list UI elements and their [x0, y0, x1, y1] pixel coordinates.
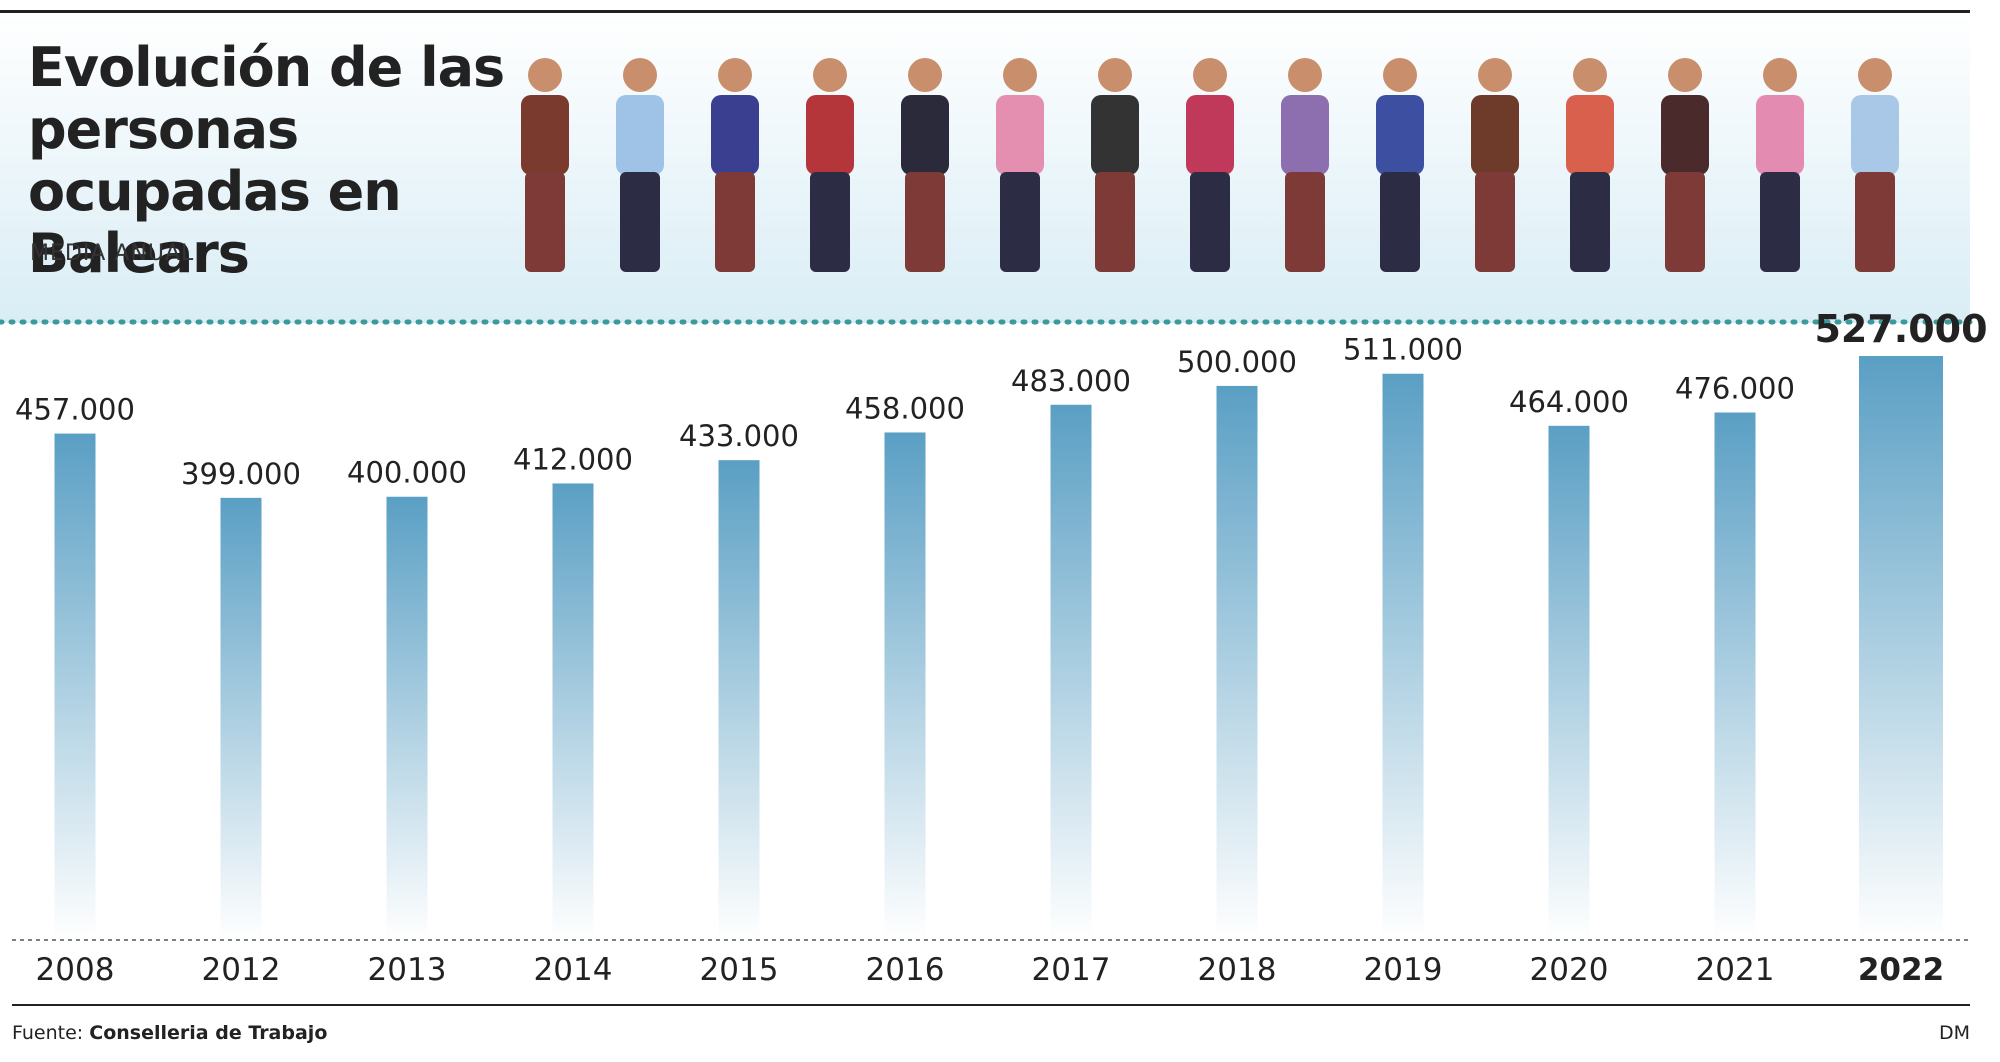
person-legs	[1760, 172, 1800, 272]
person-head	[623, 58, 657, 92]
value-label: 400.000	[347, 456, 467, 490]
person-body	[711, 95, 759, 175]
bar	[386, 496, 428, 940]
person-legs	[620, 172, 660, 272]
x-tick-label: 2014	[534, 952, 613, 988]
x-tick-label: 2017	[1032, 952, 1111, 988]
credit: DM	[1938, 1022, 1970, 1044]
x-tick-label: 2020	[1530, 952, 1609, 988]
person-head	[1098, 58, 1132, 92]
value-label: 511.000	[1343, 333, 1463, 367]
person-head	[1478, 58, 1512, 92]
person-body	[1091, 95, 1139, 175]
x-tick-label: 2021	[1696, 952, 1775, 988]
value-label: 433.000	[679, 419, 799, 453]
person-legs	[1000, 172, 1040, 272]
value-label: 458.000	[845, 391, 965, 425]
person-body	[901, 95, 949, 175]
people-illustration	[521, 58, 1899, 272]
person-body	[1661, 95, 1709, 175]
person-head	[813, 58, 847, 92]
person-head	[1668, 58, 1702, 92]
person-head	[528, 58, 562, 92]
person-body	[1851, 95, 1899, 175]
bar	[1714, 412, 1756, 941]
source-name: Conselleria de Trabajo	[89, 1022, 328, 1044]
x-tick-label: 2012	[202, 952, 281, 988]
value-label: 476.000	[1675, 372, 1795, 406]
person-legs	[810, 172, 850, 272]
chart-title: Evolución de las personas ocupadas en Ba…	[28, 36, 505, 285]
bar	[1382, 373, 1424, 940]
person-head	[1003, 58, 1037, 92]
bar	[1050, 404, 1092, 940]
person-head	[1858, 58, 1892, 92]
value-label: 527.000	[1814, 307, 1987, 351]
value-label: 483.000	[1011, 364, 1131, 398]
value-label: 399.000	[181, 457, 301, 491]
person-head	[1193, 58, 1227, 92]
person-head	[908, 58, 942, 92]
source: Fuente: Conselleria de Trabajo	[12, 1022, 327, 1044]
person-legs	[1190, 172, 1230, 272]
person-legs	[1475, 172, 1515, 272]
person-body	[1281, 95, 1329, 175]
person-legs	[1855, 172, 1895, 272]
person-legs	[905, 172, 945, 272]
person-head	[718, 58, 752, 92]
person-legs	[1095, 172, 1135, 272]
value-label: 464.000	[1509, 385, 1629, 419]
person-body	[806, 95, 854, 175]
value-label: 500.000	[1177, 345, 1297, 379]
person-body	[521, 95, 569, 175]
bar	[220, 497, 262, 940]
bar	[1548, 425, 1590, 940]
value-label: 457.000	[15, 393, 135, 427]
person-legs	[1380, 172, 1420, 272]
header: Evolución de las personas ocupadas en Ba…	[0, 10, 1970, 323]
chart-subtitle: MEDIA ANUAL	[30, 241, 195, 266]
bar	[54, 433, 96, 940]
person-head	[1763, 58, 1797, 92]
person-head	[1573, 58, 1607, 92]
x-tick-label: 2016	[866, 952, 945, 988]
x-tick-label: 2022	[1858, 952, 1944, 988]
x-tick-label: 2019	[1364, 952, 1443, 988]
bar	[1216, 385, 1258, 941]
person-legs	[1665, 172, 1705, 272]
bar	[884, 432, 926, 940]
source-label: Fuente:	[12, 1022, 84, 1044]
person-body	[996, 95, 1044, 175]
x-tick-label: 2018	[1198, 952, 1277, 988]
x-tick-label: 2008	[36, 952, 115, 988]
person-legs	[525, 172, 565, 272]
person-body	[1756, 95, 1804, 175]
person-legs	[715, 172, 755, 272]
person-body	[616, 95, 664, 175]
person-body	[1471, 95, 1519, 175]
person-head	[1383, 58, 1417, 92]
value-label: 412.000	[513, 442, 633, 476]
person-legs	[1570, 172, 1610, 272]
bar	[1859, 356, 1943, 940]
person-body	[1566, 95, 1614, 175]
bar	[552, 483, 594, 940]
person-body	[1376, 95, 1424, 175]
person-head	[1288, 58, 1322, 92]
x-tick-label: 2013	[368, 952, 447, 988]
bar	[718, 460, 760, 940]
x-tick-label: 2015	[700, 952, 779, 988]
person-legs	[1285, 172, 1325, 272]
person-body	[1186, 95, 1234, 175]
